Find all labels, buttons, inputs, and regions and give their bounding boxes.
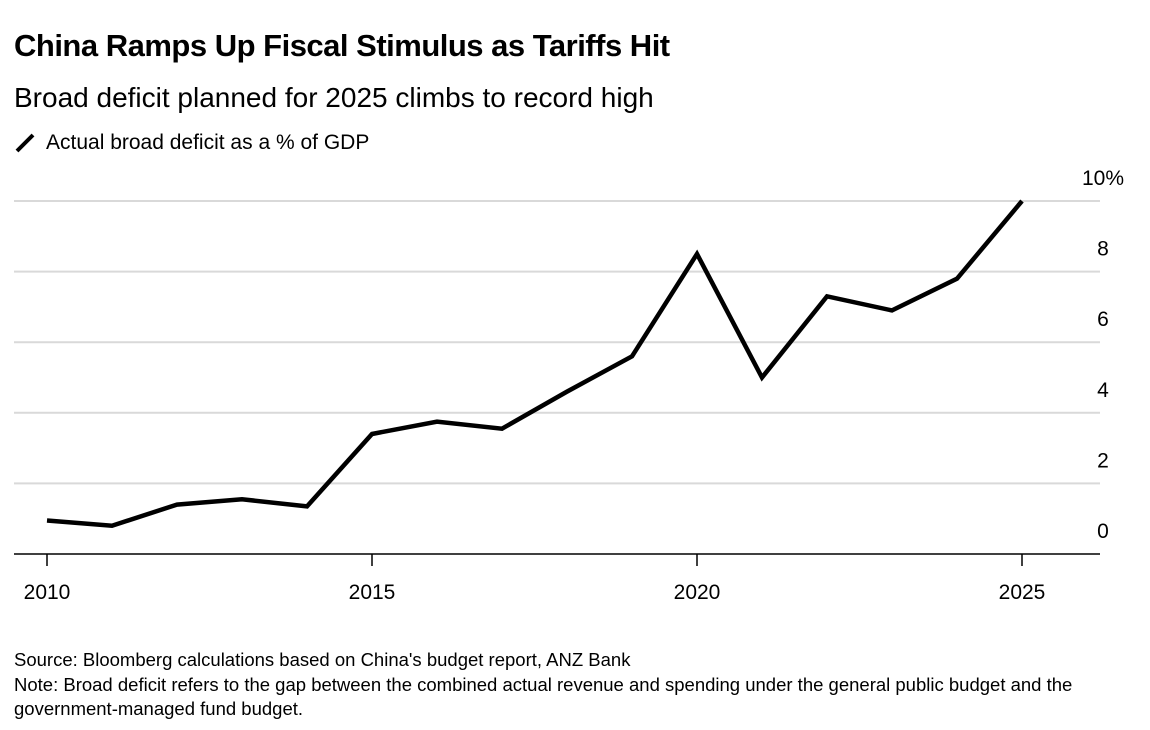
y-tick-label: 4 bbox=[1097, 379, 1109, 402]
source-note: Source: Bloomberg calculations based on … bbox=[14, 649, 631, 670]
y-tick-label: 2 bbox=[1097, 449, 1109, 472]
y-tick-label: 0 bbox=[1097, 520, 1109, 543]
footnote: Note: Broad deficit refers to the gap be… bbox=[14, 674, 1073, 719]
series-line bbox=[46, 199, 1024, 529]
legend-label: Actual broad deficit as a % of GDP bbox=[46, 131, 370, 154]
x-tick-label: 2020 bbox=[674, 581, 721, 604]
legend-line-icon bbox=[15, 133, 35, 153]
x-tick-label: 2010 bbox=[24, 581, 71, 604]
x-tick-label: 2015 bbox=[349, 581, 396, 604]
x-tick-label: 2025 bbox=[999, 581, 1046, 604]
chart-subtitle: Broad deficit planned for 2025 climbs to… bbox=[14, 82, 654, 113]
legend: Actual broad deficit as a % of GDP bbox=[14, 131, 369, 155]
y-tick-label: 10% bbox=[1082, 167, 1124, 190]
y-tick-label: 8 bbox=[1097, 238, 1109, 261]
y-tick-label: 6 bbox=[1097, 308, 1109, 331]
chart-title: China Ramps Up Fiscal Stimulus as Tariff… bbox=[14, 28, 670, 63]
